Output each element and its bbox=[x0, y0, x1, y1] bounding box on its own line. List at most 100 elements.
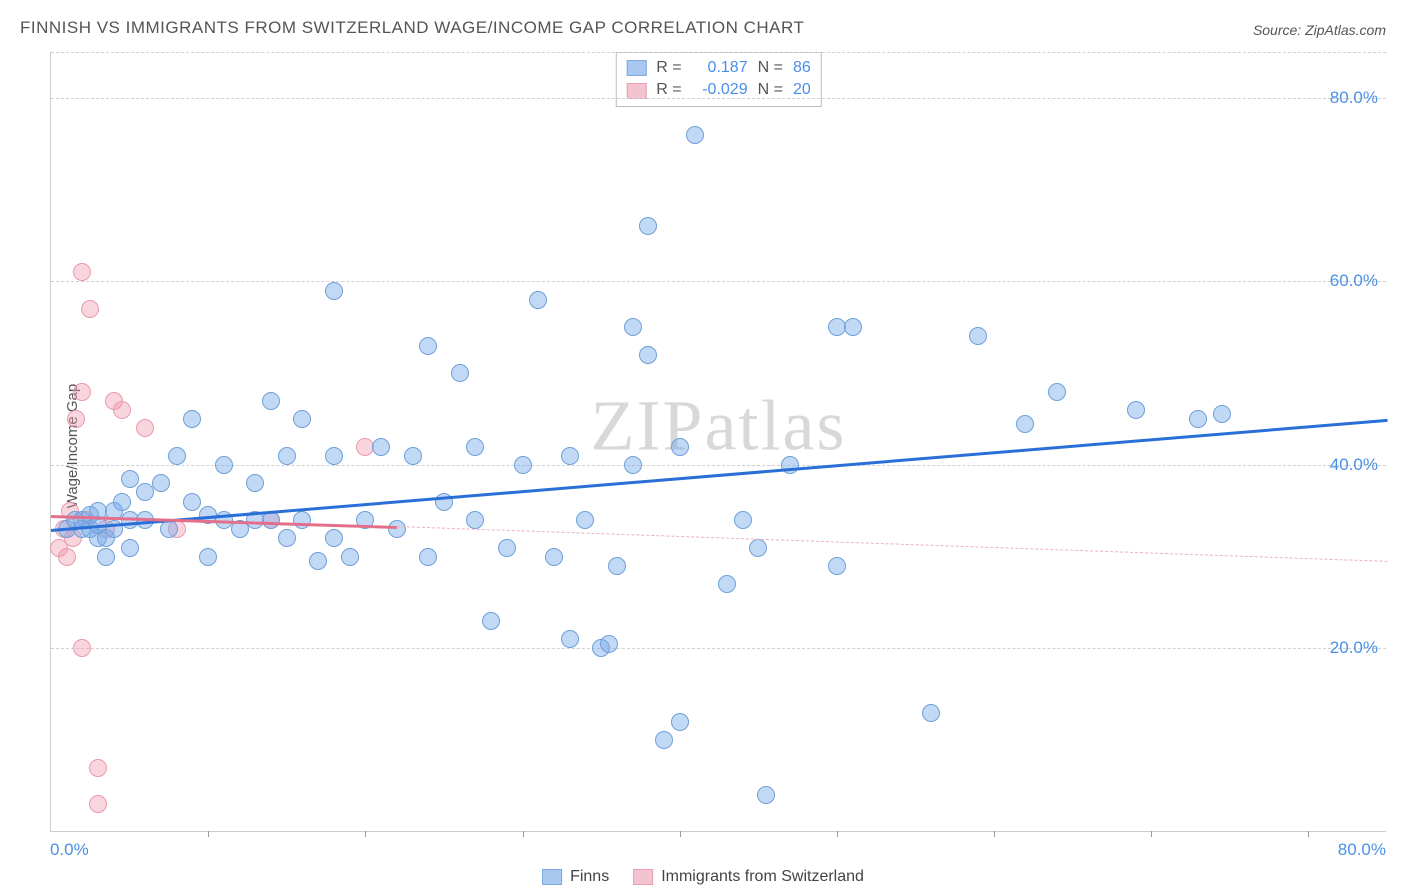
data-point-finns bbox=[1189, 410, 1207, 428]
data-point-immigrants bbox=[67, 410, 85, 428]
data-point-finns bbox=[160, 520, 178, 538]
swatch-finns bbox=[626, 60, 646, 76]
data-point-finns bbox=[514, 456, 532, 474]
x-tick-mark bbox=[365, 831, 366, 837]
data-point-finns bbox=[325, 282, 343, 300]
data-point-finns bbox=[922, 704, 940, 722]
x-tick-mark bbox=[994, 831, 995, 837]
data-point-finns bbox=[215, 456, 233, 474]
data-point-finns bbox=[969, 327, 987, 345]
data-point-finns bbox=[113, 493, 131, 511]
data-point-finns bbox=[624, 456, 642, 474]
gridline bbox=[51, 52, 1386, 53]
data-point-finns bbox=[388, 520, 406, 538]
gridline bbox=[51, 98, 1386, 99]
data-point-finns bbox=[718, 575, 736, 593]
plot-area: ZIPatlas R = 0.187 N = 86 R = -0.029 N =… bbox=[50, 52, 1386, 832]
y-tick-label: 20.0% bbox=[1330, 638, 1378, 658]
data-point-finns bbox=[466, 438, 484, 456]
data-point-immigrants bbox=[89, 759, 107, 777]
data-point-finns bbox=[624, 318, 642, 336]
data-point-finns bbox=[404, 447, 422, 465]
data-point-finns bbox=[686, 126, 704, 144]
r-value-finns: 0.187 bbox=[692, 57, 748, 79]
data-point-immigrants bbox=[136, 419, 154, 437]
data-point-finns bbox=[1127, 401, 1145, 419]
data-point-finns bbox=[121, 539, 139, 557]
data-point-finns bbox=[199, 548, 217, 566]
data-point-finns bbox=[168, 447, 186, 465]
data-point-finns bbox=[451, 364, 469, 382]
x-axis-min-label: 0.0% bbox=[50, 840, 89, 860]
data-point-finns bbox=[639, 217, 657, 235]
data-point-finns bbox=[293, 410, 311, 428]
n-value-finns: 86 bbox=[793, 57, 811, 79]
data-point-finns bbox=[639, 346, 657, 364]
data-point-finns bbox=[152, 474, 170, 492]
source-label: Source: ZipAtlas.com bbox=[1253, 22, 1386, 38]
legend-item-finns: Finns bbox=[542, 868, 609, 886]
data-point-finns bbox=[655, 731, 673, 749]
data-point-finns bbox=[293, 511, 311, 529]
gridline bbox=[51, 281, 1386, 282]
data-point-finns bbox=[419, 337, 437, 355]
x-tick-mark bbox=[1308, 831, 1309, 837]
data-point-immigrants bbox=[58, 548, 76, 566]
chart-title: FINNISH VS IMMIGRANTS FROM SWITZERLAND W… bbox=[20, 18, 804, 38]
data-point-finns bbox=[183, 493, 201, 511]
x-tick-mark bbox=[837, 831, 838, 837]
data-point-finns bbox=[309, 552, 327, 570]
data-point-immigrants bbox=[73, 263, 91, 281]
data-point-finns bbox=[828, 557, 846, 575]
data-point-finns bbox=[671, 438, 689, 456]
data-point-finns bbox=[183, 410, 201, 428]
data-point-finns bbox=[262, 392, 280, 410]
legend: Finns Immigrants from Switzerland bbox=[542, 868, 864, 886]
data-point-immigrants bbox=[89, 795, 107, 813]
data-point-finns bbox=[278, 529, 296, 547]
data-point-finns bbox=[325, 447, 343, 465]
data-point-finns bbox=[246, 474, 264, 492]
legend-swatch-finns bbox=[542, 869, 562, 885]
data-point-finns bbox=[121, 470, 139, 488]
data-point-finns bbox=[529, 291, 547, 309]
data-point-finns bbox=[1213, 405, 1231, 423]
data-point-finns bbox=[671, 713, 689, 731]
legend-label-immigrants: Immigrants from Switzerland bbox=[661, 868, 864, 886]
y-tick-label: 40.0% bbox=[1330, 455, 1378, 475]
legend-item-immigrants: Immigrants from Switzerland bbox=[633, 868, 864, 886]
n-label: N = bbox=[758, 57, 783, 79]
data-point-finns bbox=[576, 511, 594, 529]
data-point-finns bbox=[757, 786, 775, 804]
watermark: ZIPatlas bbox=[591, 384, 847, 467]
gridline bbox=[51, 648, 1386, 649]
data-point-finns bbox=[561, 630, 579, 648]
data-point-finns bbox=[545, 548, 563, 566]
legend-swatch-immigrants bbox=[633, 869, 653, 885]
correlation-row-finns: R = 0.187 N = 86 bbox=[626, 57, 810, 79]
x-tick-mark bbox=[680, 831, 681, 837]
data-point-finns bbox=[608, 557, 626, 575]
data-point-immigrants bbox=[113, 401, 131, 419]
source-name: ZipAtlas.com bbox=[1305, 22, 1386, 38]
data-point-finns bbox=[561, 447, 579, 465]
r-label: R = bbox=[656, 57, 681, 79]
x-tick-mark bbox=[208, 831, 209, 837]
data-point-finns bbox=[97, 548, 115, 566]
data-point-finns bbox=[734, 511, 752, 529]
source-prefix: Source: bbox=[1253, 22, 1305, 38]
x-axis-max-label: 80.0% bbox=[1338, 840, 1386, 860]
data-point-finns bbox=[372, 438, 390, 456]
y-tick-label: 60.0% bbox=[1330, 271, 1378, 291]
data-point-finns bbox=[1048, 383, 1066, 401]
data-point-immigrants bbox=[73, 383, 91, 401]
data-point-finns bbox=[325, 529, 343, 547]
data-point-finns bbox=[1016, 415, 1034, 433]
y-tick-label: 80.0% bbox=[1330, 88, 1378, 108]
swatch-immigrants bbox=[626, 83, 646, 99]
x-tick-mark bbox=[1151, 831, 1152, 837]
data-point-finns bbox=[341, 548, 359, 566]
data-point-finns bbox=[419, 548, 437, 566]
data-point-finns bbox=[600, 635, 618, 653]
gridline bbox=[51, 465, 1386, 466]
